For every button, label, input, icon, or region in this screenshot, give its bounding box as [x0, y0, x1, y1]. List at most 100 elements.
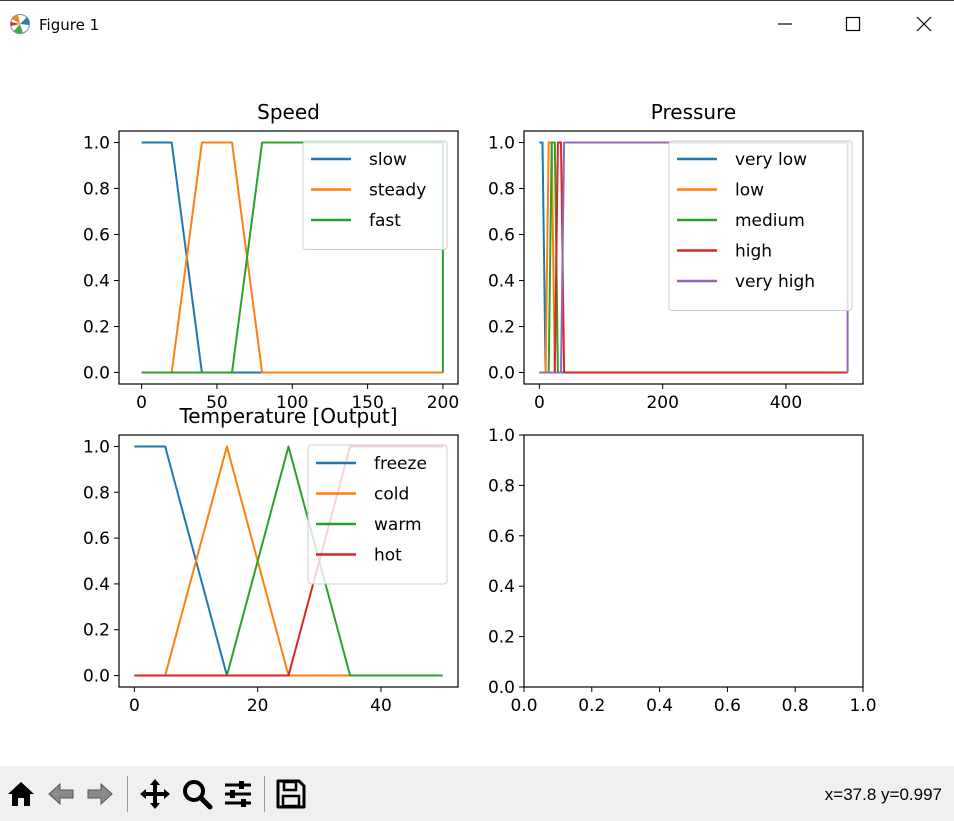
x-tick-label: 0 — [129, 696, 140, 716]
axes-frame — [118, 130, 459, 385]
legend-label: fast — [369, 211, 401, 231]
y-tick-label: 0.6 — [83, 529, 110, 549]
y-tick-label: 1.0 — [83, 437, 110, 457]
legend-label: hot — [374, 546, 402, 566]
y-tick-label: 0.2 — [83, 318, 110, 338]
x-tick-label: 0.8 — [782, 696, 809, 716]
x-tick-label: 0 — [136, 393, 147, 413]
y-tick-label: 0.2 — [488, 628, 515, 648]
figure-svg: 0 50 100 150 2000.00.20.40.60.81.0Speedslows… — [83, 100, 877, 716]
forward-button[interactable] — [83, 777, 117, 811]
legend-label: medium — [735, 211, 805, 231]
maximize-button[interactable] — [830, 1, 876, 47]
y-tick-label: 1.0 — [488, 134, 515, 154]
axes-title: Temperature [Output] — [178, 404, 397, 428]
legend: freeze cold warm hot — [307, 444, 448, 585]
y-tick-label: 0.8 — [488, 180, 515, 200]
x-tick-label: 0.2 — [578, 696, 605, 716]
minimize-button[interactable] — [762, 1, 808, 47]
y-tick-label: 0.4 — [83, 575, 110, 595]
matplotlib-app-icon — [10, 14, 30, 34]
y-tick-label: 0.4 — [83, 272, 110, 292]
minimize-icon — [778, 23, 792, 25]
x-tick-label: 50 — [206, 393, 228, 413]
floppy-disk-icon — [276, 779, 306, 809]
y-tick-label: 0.8 — [488, 476, 515, 496]
x-tick-label: 200 — [646, 393, 678, 413]
zoom-button[interactable] — [180, 777, 214, 811]
x-tick-label: 100 — [276, 393, 308, 413]
legend: very low low medium high very high — [668, 140, 853, 311]
legend-label: steady — [369, 181, 426, 201]
sliders-icon — [225, 781, 251, 807]
close-icon — [916, 16, 932, 32]
y-tick-label: 0.8 — [83, 180, 110, 200]
legend-label: slow — [369, 150, 407, 170]
toolbar-separator — [127, 776, 128, 812]
back-arrow-icon — [48, 782, 74, 806]
y-tick-label: 0.2 — [83, 621, 110, 641]
legend-label: freeze — [374, 454, 427, 474]
y-tick-label: 0.0 — [488, 678, 515, 698]
back-button[interactable] — [44, 777, 78, 811]
axes-3: 0 20 40 0.0 0.2 0.4 0.6 0.8 1.0 Temperature [Outp… — [83, 404, 459, 716]
forward-arrow-icon — [87, 782, 113, 806]
legend-box — [668, 140, 853, 311]
axes-2: 0 200 400 0.0 0.2 0.4 0.6 0.8 1.0 Pressure very lo… — [488, 100, 864, 413]
move-icon — [140, 779, 170, 809]
legend-box — [302, 140, 448, 250]
x-tick-label: 0.4 — [646, 696, 673, 716]
legend-label: low — [735, 181, 764, 201]
toolbar-separator — [264, 776, 265, 812]
legend-label: warm — [374, 515, 422, 535]
x-tick-label: 150 — [351, 393, 383, 413]
magnifier-icon — [183, 780, 213, 810]
y-tick-label: 0.4 — [488, 577, 515, 597]
x-tick-label: 1.0 — [849, 696, 876, 716]
home-button[interactable] — [4, 777, 38, 811]
legend-label: cold — [374, 485, 409, 505]
cursor-coordinates: x=37.8 y=0.997 — [824, 785, 942, 804]
x-tick-label: 20 — [247, 696, 269, 716]
axes-frame — [523, 434, 864, 688]
y-tick-label: 0.0 — [83, 667, 110, 687]
y-tick-label: 0.4 — [488, 272, 515, 292]
navigation-toolbar: x=37.8 y=0.997 — [0, 766, 954, 821]
legend-label: high — [735, 242, 772, 262]
y-tick-label: 1.0 — [488, 426, 515, 446]
axes-title: Speed — [257, 100, 320, 124]
maximize-icon — [845, 16, 861, 32]
x-tick-label: 400 — [770, 393, 802, 413]
y-tick-label: 0.6 — [83, 226, 110, 246]
axes-frame — [523, 130, 864, 385]
y-tick-label: 0.2 — [488, 318, 515, 338]
configure-subplots-button[interactable] — [221, 777, 255, 811]
x-tick-label: 40 — [370, 696, 392, 716]
axes-frame — [118, 434, 459, 688]
legend-box — [307, 444, 448, 585]
figure-canvas[interactable]: 0 50 100 150 200 0.0 0.2 0.4 0.6 0.8 1.0 Speed slow s… — [0, 46, 954, 766]
y-tick-label: 0.6 — [488, 226, 515, 246]
axes-4: 0.0 0.2 0.4 0.6 0.8 1.0 0.0 0.2 0.4 0.6 0.8 1.0 — [488, 426, 877, 716]
y-tick-label: 0.0 — [488, 364, 515, 384]
legend-label: very low — [735, 150, 807, 170]
legend: slow steady fast — [302, 140, 448, 250]
x-tick-label: 0.0 — [510, 696, 537, 716]
home-icon — [8, 782, 34, 806]
x-tick-label: 0 — [534, 393, 545, 413]
series-line-slow — [141, 141, 293, 374]
x-tick-label: 0.6 — [714, 696, 741, 716]
pan-button[interactable] — [138, 777, 172, 811]
y-tick-label: 0.8 — [83, 483, 110, 503]
window-title: Figure 1 — [39, 16, 100, 34]
y-tick-label: 0.0 — [83, 364, 110, 384]
axes-1: 0 50 100 150 2000.00.20.40.60.81.0Speedslows… — [83, 100, 459, 413]
window-titlebar: Figure 1 — [0, 0, 954, 46]
save-button[interactable] — [274, 777, 308, 811]
y-tick-label: 0.6 — [488, 527, 515, 547]
x-tick-label: 200 — [427, 393, 459, 413]
close-button[interactable] — [901, 1, 947, 47]
legend-label: very high — [735, 272, 815, 292]
y-tick-label: 1.0 — [83, 134, 110, 154]
axes-title: Pressure — [651, 100, 736, 124]
